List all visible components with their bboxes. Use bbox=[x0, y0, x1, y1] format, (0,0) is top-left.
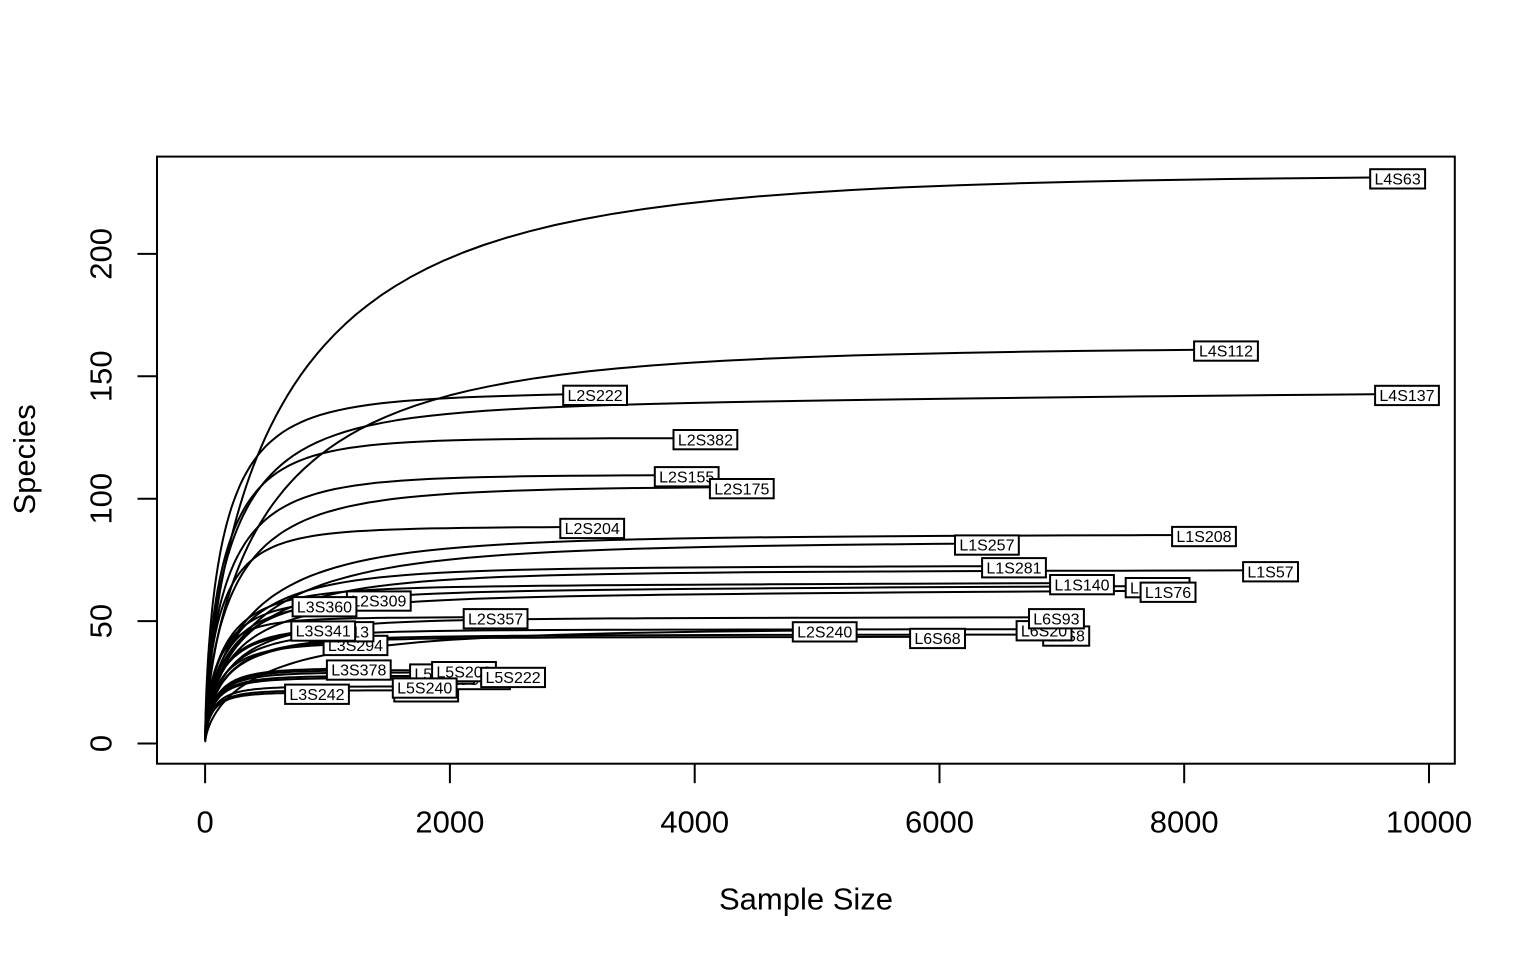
svg-text:L4S112: L4S112 bbox=[1199, 344, 1253, 361]
svg-text:0: 0 bbox=[196, 805, 213, 840]
svg-text:L1S281: L1S281 bbox=[986, 560, 1041, 577]
svg-text:L2S204: L2S204 bbox=[565, 521, 620, 538]
svg-text:L2S155: L2S155 bbox=[659, 469, 714, 486]
svg-text:Species: Species bbox=[7, 404, 42, 514]
svg-text:L1S257: L1S257 bbox=[959, 538, 1014, 555]
svg-text:L3S360: L3S360 bbox=[297, 599, 352, 616]
svg-text:L3S242: L3S242 bbox=[289, 687, 344, 704]
svg-text:2000: 2000 bbox=[415, 805, 484, 840]
svg-text:100: 100 bbox=[84, 473, 119, 525]
svg-text:0: 0 bbox=[84, 735, 119, 752]
svg-text:L4S137: L4S137 bbox=[1379, 388, 1434, 405]
svg-text:L1S208: L1S208 bbox=[1176, 529, 1231, 546]
svg-text:L2S357: L2S357 bbox=[468, 611, 523, 628]
svg-text:200: 200 bbox=[84, 228, 119, 280]
svg-text:L2S222: L2S222 bbox=[568, 388, 623, 405]
svg-text:L1S140: L1S140 bbox=[1054, 577, 1109, 594]
svg-text:L3S378: L3S378 bbox=[331, 663, 386, 680]
svg-text:L1S57: L1S57 bbox=[1247, 565, 1293, 582]
svg-text:L2S309: L2S309 bbox=[351, 594, 406, 611]
svg-text:L5S240: L5S240 bbox=[397, 681, 452, 698]
svg-text:L3S341: L3S341 bbox=[296, 624, 351, 641]
svg-text:L4S63: L4S63 bbox=[1374, 172, 1420, 189]
svg-text:L2S240: L2S240 bbox=[797, 625, 852, 642]
svg-text:L5S222: L5S222 bbox=[486, 670, 541, 687]
svg-text:10000: 10000 bbox=[1386, 805, 1472, 840]
svg-text:L2S175: L2S175 bbox=[714, 481, 769, 498]
svg-text:4000: 4000 bbox=[660, 805, 729, 840]
svg-text:L6S68: L6S68 bbox=[914, 631, 960, 648]
svg-text:150: 150 bbox=[84, 350, 119, 402]
svg-text:L1S76: L1S76 bbox=[1145, 585, 1191, 602]
svg-text:L5S203: L5S203 bbox=[436, 664, 491, 681]
svg-text:Sample Size: Sample Size bbox=[719, 881, 893, 916]
svg-text:L6S93: L6S93 bbox=[1033, 612, 1079, 629]
svg-text:L2S382: L2S382 bbox=[678, 432, 733, 449]
svg-text:50: 50 bbox=[84, 604, 119, 638]
svg-text:8000: 8000 bbox=[1150, 805, 1219, 840]
svg-text:6000: 6000 bbox=[905, 805, 974, 840]
